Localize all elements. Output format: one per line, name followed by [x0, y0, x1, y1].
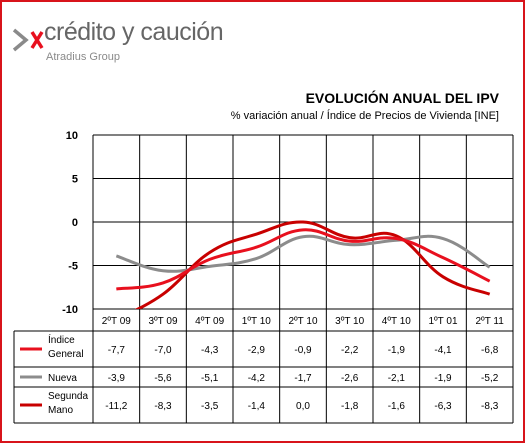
logo-sub: Atradius Group	[46, 51, 120, 63]
data-label: -6,8	[481, 345, 499, 356]
data-label: -4,2	[248, 373, 266, 384]
data-label: -5,6	[154, 373, 172, 384]
logo-brand: crédito y caución	[44, 18, 224, 46]
data-label: -5,1	[201, 373, 219, 384]
x-tick-label: 2ºT 10	[288, 316, 317, 327]
x-tick-label: 3ºT 09	[148, 316, 177, 327]
data-label: -8,3	[154, 401, 172, 412]
data-label: -1,6	[388, 401, 406, 412]
series-line-nueva	[115, 234, 491, 273]
data-label: -1,9	[434, 373, 452, 384]
data-label: -7,7	[108, 345, 126, 356]
chevron-mark-icon	[12, 28, 44, 52]
legend-label: General	[48, 349, 84, 360]
x-tick-label: 1ºT 10	[242, 316, 271, 327]
x-tick-label: 3ºT 10	[335, 316, 364, 327]
chart-subtitle: % variación anual / Índice de Precios de…	[230, 110, 499, 122]
x-tick-label: 1ºT 01	[428, 316, 457, 327]
x-tick-label: 2ºT 09	[102, 316, 131, 327]
x-tick-label: 4ºT 10	[382, 316, 411, 327]
data-label: -1,7	[294, 373, 312, 384]
series-line-indice-general	[116, 228, 491, 291]
data-label: -8,3	[481, 401, 499, 412]
chart-title: EVOLUCIÓN ANUAL DEL IPV	[305, 90, 499, 106]
legend-label: Mano	[48, 405, 73, 416]
data-label: -1,9	[388, 345, 406, 356]
y-tick-label: -10	[62, 304, 78, 316]
x-tick-label: 4ºT 09	[195, 316, 224, 327]
data-label: -1,8	[341, 401, 359, 412]
data-label: -11,2	[105, 401, 127, 412]
data-label: -7,0	[154, 345, 172, 356]
data-label: -4,1	[434, 345, 452, 356]
data-label: -0,9	[294, 345, 312, 356]
data-label: -2,1	[388, 373, 406, 384]
company-logo	[8, 6, 248, 66]
data-label: -2,2	[341, 345, 359, 356]
data-label: -3,5	[201, 401, 219, 412]
legend-label: Nueva	[48, 373, 77, 384]
data-label: -4,3	[201, 345, 219, 356]
y-tick-label: 0	[72, 217, 78, 229]
data-label: -1,4	[248, 401, 266, 412]
y-tick-label: -5	[68, 261, 78, 273]
legend-label: Índice	[48, 333, 75, 346]
data-label: 0,0	[296, 401, 310, 412]
legend-label: Segunda	[48, 391, 88, 402]
data-label: -5,2	[481, 373, 499, 384]
y-tick-label: 10	[66, 130, 78, 142]
x-tick-label: 2ºT 11	[476, 316, 505, 327]
series-line-segunda-mano	[134, 220, 491, 309]
y-tick-label: 5	[72, 174, 78, 186]
data-label: -2,6	[341, 373, 359, 384]
data-label: -2,9	[248, 345, 266, 356]
data-label: -6,3	[434, 401, 452, 412]
data-label: -3,9	[108, 373, 126, 384]
